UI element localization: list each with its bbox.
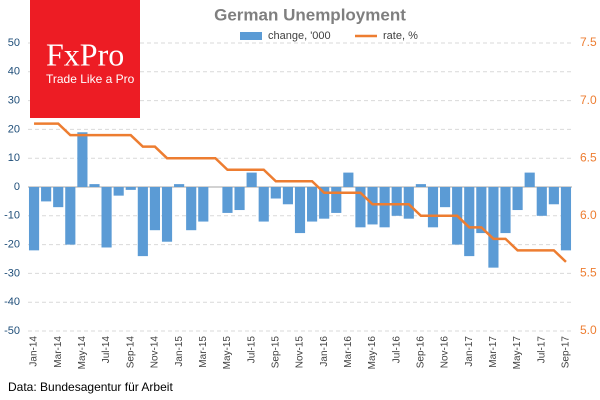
x-tick-label: May-14 <box>77 336 88 370</box>
bar <box>391 187 402 216</box>
x-tick-label: Jan-14 <box>29 336 40 367</box>
logo-tagline: Trade Like a Pro <box>46 72 135 86</box>
y-tick-label: 0 <box>14 181 20 193</box>
y2-tick-label: 6.5 <box>580 150 597 164</box>
legend-label: change, '000 <box>268 30 331 42</box>
bar <box>343 172 354 187</box>
y-tick-label: -40 <box>4 296 20 308</box>
y-tick-label: 20 <box>8 123 20 135</box>
y-tick-label: 30 <box>8 95 20 107</box>
bar <box>294 187 306 234</box>
x-tick-label: May-16 <box>367 336 378 370</box>
bar <box>53 187 64 208</box>
chart-title: German Unemployment <box>214 5 406 24</box>
x-tick-label: May-17 <box>512 336 523 370</box>
bar <box>198 187 209 222</box>
bar <box>28 187 40 251</box>
bar <box>512 187 523 211</box>
x-tick-label: Nov-14 <box>150 336 161 369</box>
y-tick-label: 50 <box>8 37 20 49</box>
bar <box>161 187 173 242</box>
y2-tick-label: 5.0 <box>580 323 597 337</box>
bar <box>258 187 269 222</box>
x-tick-label: Nov-15 <box>295 336 306 369</box>
bar <box>41 187 52 202</box>
bar <box>282 187 293 205</box>
bar <box>270 187 281 199</box>
bar <box>186 187 197 231</box>
y-tick-label: -20 <box>4 239 20 251</box>
legend-label: rate, % <box>383 30 418 42</box>
y-tick-label: -50 <box>4 325 20 337</box>
bar <box>319 187 330 219</box>
bar <box>222 187 233 213</box>
y2-tick-label: 7.5 <box>580 35 597 49</box>
source-note: Data: Bundesagentur für Arbeit <box>8 380 173 394</box>
x-tick-label: Nov-16 <box>440 336 451 369</box>
x-tick-label: Mar-15 <box>198 336 209 368</box>
x-tick-label: Sep-16 <box>416 336 427 369</box>
bar <box>379 187 390 228</box>
bar <box>367 187 378 225</box>
x-tick-label: Jan-16 <box>319 336 330 367</box>
bar <box>137 187 148 257</box>
x-tick-label: Jul-17 <box>536 336 547 364</box>
x-tick-label: Jan-17 <box>464 336 475 367</box>
bar <box>536 187 547 216</box>
bar <box>488 187 499 268</box>
y-tick-label: -30 <box>4 267 20 279</box>
x-tick-label: Mar-16 <box>343 336 354 368</box>
y2-tick-label: 7.0 <box>580 93 597 107</box>
bar <box>125 187 136 190</box>
bar <box>415 184 426 187</box>
y2-tick-label: 6.0 <box>580 208 597 222</box>
x-tick-label: Jul-16 <box>391 336 402 364</box>
bar <box>113 187 124 196</box>
bar <box>439 187 451 208</box>
x-tick-label: May-15 <box>222 336 233 370</box>
bar <box>464 187 475 257</box>
x-tick-label: Mar-14 <box>53 336 64 368</box>
legend-swatch <box>240 32 262 40</box>
x-tick-label: Jul-14 <box>101 336 112 364</box>
y2-tick-label: 5.5 <box>580 266 597 280</box>
y-tick-label: 40 <box>8 66 20 78</box>
bar <box>476 187 487 234</box>
x-tick-label: Sep-17 <box>561 336 572 369</box>
bar <box>524 172 535 187</box>
bar <box>560 187 572 251</box>
bar <box>403 187 414 219</box>
x-tick-label: Sep-14 <box>125 336 136 369</box>
bar <box>307 187 318 222</box>
bar <box>331 187 342 213</box>
bar <box>427 187 439 228</box>
bar <box>77 132 88 187</box>
x-tick-label: Jan-15 <box>174 336 185 367</box>
bar <box>149 187 161 231</box>
bar <box>548 187 559 205</box>
x-tick-label: Sep-15 <box>270 336 281 369</box>
y-tick-label: 10 <box>8 152 20 164</box>
bar <box>174 184 185 187</box>
bar <box>89 184 100 187</box>
bar <box>101 187 112 248</box>
bar <box>234 187 245 211</box>
bar <box>355 187 366 228</box>
bar <box>500 187 511 234</box>
x-tick-label: Jul-15 <box>246 336 257 364</box>
y-tick-label: -10 <box>4 210 20 222</box>
logo-box <box>30 0 140 118</box>
x-tick-label: Mar-17 <box>488 336 499 368</box>
bar <box>65 187 76 245</box>
logo-name: FxPro <box>46 36 124 72</box>
rate-line <box>34 122 567 263</box>
bar <box>246 172 257 187</box>
